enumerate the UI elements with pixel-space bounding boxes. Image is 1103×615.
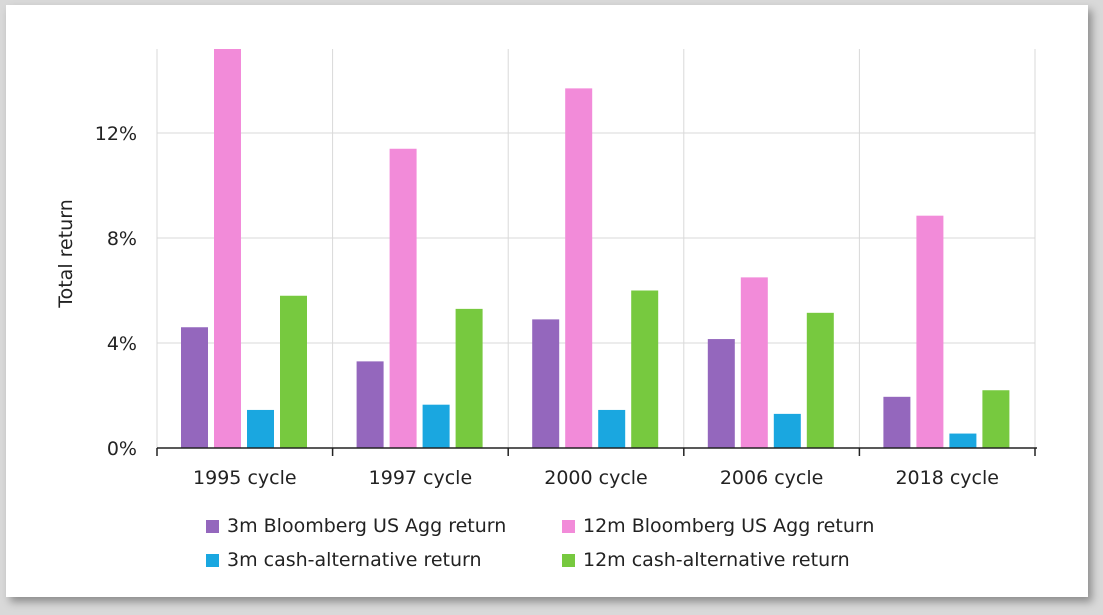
bar (214, 49, 241, 448)
y-tick-label: 4% (107, 333, 137, 355)
y-tick-label: 8% (107, 228, 137, 250)
legend-swatch (206, 519, 219, 533)
bar (422, 404, 450, 448)
legend-item-3m-cash: 3m cash-alternative return (206, 549, 562, 571)
bar (707, 339, 735, 448)
legend-label: 3m Bloomberg US Agg return (227, 515, 507, 537)
bar (916, 215, 944, 448)
bar-chart: 0% 4% 8% 12% 1995 cycle 1997 cycle 2000 cycle 2… (55, 49, 1037, 489)
grid (156, 49, 1036, 448)
legend-label: 12m Bloomberg US Agg return (583, 515, 875, 537)
chart-card: 0% 4% 8% 12% 1995 cycle 1997 cycle 2000 cycle 2… (6, 5, 1088, 597)
axes: 0% 4% 8% 12% 1995 cycle 1997 cycle 2000 cycle 2… (95, 123, 1037, 489)
bar (565, 88, 593, 448)
legend-swatch (562, 519, 575, 533)
legend-item-12m-agg: 12m Bloomberg US Agg return (562, 515, 922, 537)
legend-swatch (562, 553, 575, 567)
y-tick-label: 0% (107, 438, 137, 460)
x-tick-label: 2000 cycle (544, 467, 648, 489)
bar (949, 433, 977, 448)
bar (982, 390, 1010, 448)
bar (740, 277, 768, 448)
bars (181, 49, 1010, 448)
bar (598, 409, 626, 448)
bar (389, 148, 417, 448)
legend-item-12m-cash: 12m cash-alternative return (562, 549, 922, 571)
bar (773, 413, 801, 448)
bar (181, 327, 208, 448)
x-tick-label: 1995 cycle (193, 467, 297, 489)
x-tick-label: 2006 cycle (720, 467, 824, 489)
legend-label: 3m cash-alternative return (227, 549, 482, 571)
legend-label: 12m cash-alternative return (583, 549, 850, 571)
y-tick-label: 12% (95, 123, 137, 145)
legend: 3m Bloomberg US Agg return 12m Bloomberg… (206, 515, 1006, 571)
bar (883, 396, 911, 448)
legend-swatch (206, 553, 219, 567)
bar (631, 290, 659, 448)
bar (455, 308, 483, 448)
bar (356, 361, 384, 448)
legend-item-3m-agg: 3m Bloomberg US Agg return (206, 515, 562, 537)
y-axis-label: Total return (55, 199, 77, 309)
bar (280, 295, 307, 448)
bar (247, 409, 274, 448)
bar (806, 312, 834, 448)
bar (532, 319, 560, 448)
x-tick-label: 1997 cycle (369, 467, 473, 489)
x-tick-label: 2018 cycle (895, 467, 999, 489)
